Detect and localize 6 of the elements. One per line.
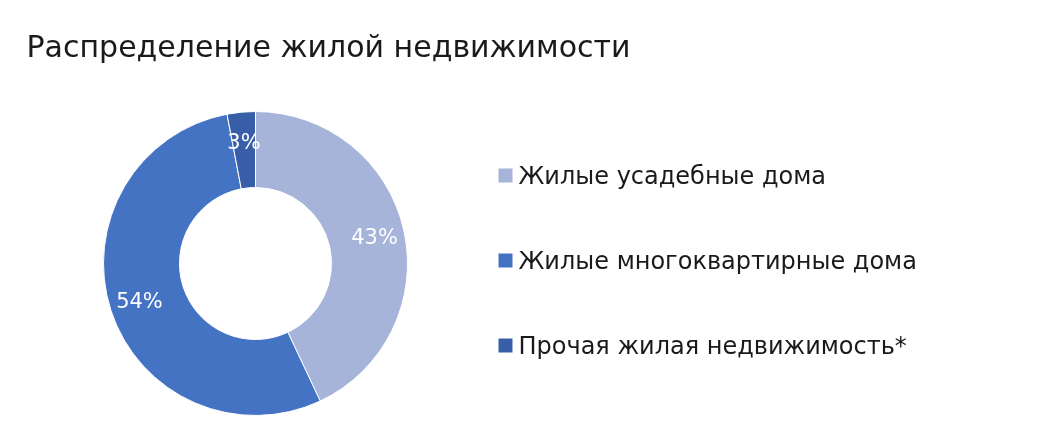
data-label: 43% (351, 224, 398, 249)
legend-label: Прочая жилая недвижимость* (518, 331, 907, 360)
legend-label: Жилые усадебные дома (518, 161, 827, 190)
chart-title: Распределение жилой недвижимости (26, 29, 631, 64)
legend-label: Жилые многоквартирные дома (518, 246, 917, 275)
data-label: 54% (116, 289, 163, 314)
